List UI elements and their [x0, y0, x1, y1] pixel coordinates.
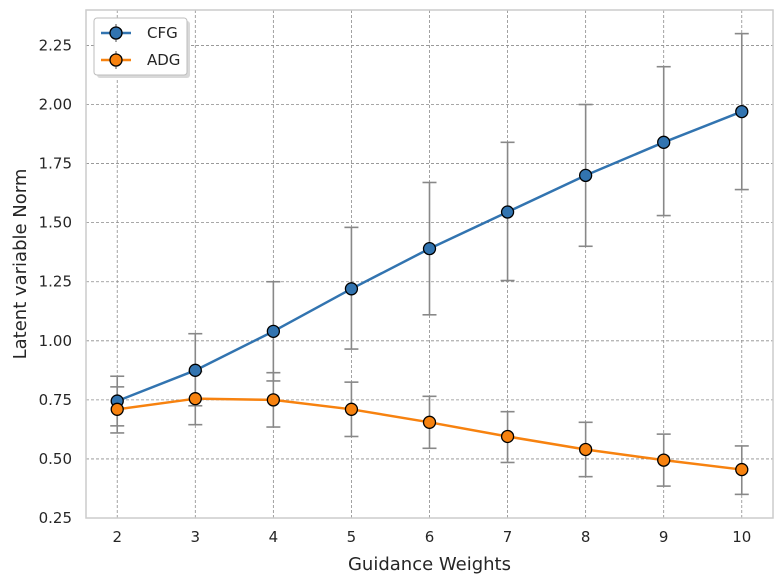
x-tick-label: 5 [347, 528, 357, 546]
x-axis-label: Guidance Weights [348, 554, 511, 575]
y-tick-label: 0.75 [39, 391, 72, 409]
legend: CFG ADG [93, 17, 190, 78]
data-point-cfg [422, 241, 437, 256]
legend-label-adg: ADG [147, 51, 180, 69]
data-point-cfg [500, 205, 515, 219]
y-tick-label: 2.25 [39, 36, 72, 54]
y-tick-label: 1.00 [39, 332, 72, 350]
data-point-adg [500, 429, 515, 444]
data-point-adg [735, 462, 749, 477]
legend-item-cfg: CFG [101, 24, 178, 42]
y-tick-label: 1.25 [39, 273, 72, 291]
x-tick-label: 4 [269, 528, 279, 546]
data-point-adg [657, 453, 671, 467]
data-point-adg [266, 393, 281, 407]
y-tick-label: 0.50 [39, 450, 72, 468]
data-point-cfg [578, 168, 593, 183]
x-tick-label: 8 [581, 528, 591, 546]
data-point-cfg [657, 135, 671, 149]
y-tick-label: 1.50 [39, 214, 72, 232]
x-tick-label: 7 [503, 528, 513, 546]
data-point-cfg [188, 363, 202, 377]
data-point-adg [188, 392, 202, 406]
y-axis-label: Latent variable Norm [10, 169, 31, 360]
x-tick-label: 3 [191, 528, 201, 546]
data-point-cfg [344, 282, 359, 296]
x-tick-label: 9 [659, 528, 669, 546]
y-tick-label: 0.25 [39, 509, 72, 527]
x-tick-label: 10 [732, 528, 751, 546]
y-tick-label: 1.75 [39, 155, 72, 173]
x-tick-label: 2 [112, 528, 122, 546]
data-point-adg [110, 402, 124, 416]
x-tick-label: 6 [425, 528, 435, 546]
data-point-adg [344, 402, 359, 416]
legend-marker-adg [109, 53, 123, 67]
series-markers [110, 104, 749, 477]
plot-frame [85, 9, 774, 519]
legend-item-adg: ADG [101, 51, 180, 69]
data-point-cfg [266, 324, 281, 338]
legend-marker-cfg [109, 26, 123, 40]
y-axis-ticks: 0.25 0.50 0.75 1.00 1.25 1.50 1.75 2.00 2.25 [39, 36, 72, 527]
x-axis-ticks: 2 3 4 5 6 7 8 9 10 [112, 528, 751, 546]
y-tick-label: 2.00 [39, 96, 72, 114]
data-point-cfg [735, 104, 749, 119]
data-point-adg [578, 442, 593, 457]
legend-label-cfg: CFG [147, 24, 178, 42]
data-point-adg [422, 415, 437, 429]
